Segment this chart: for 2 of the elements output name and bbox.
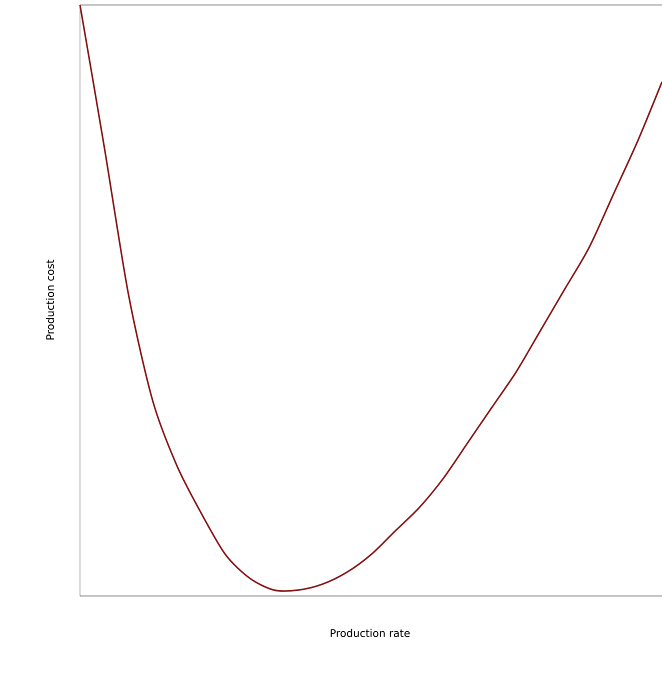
y-axis-title: Production cost: [46, 260, 54, 340]
x-axis-title: Production rate: [330, 628, 410, 638]
